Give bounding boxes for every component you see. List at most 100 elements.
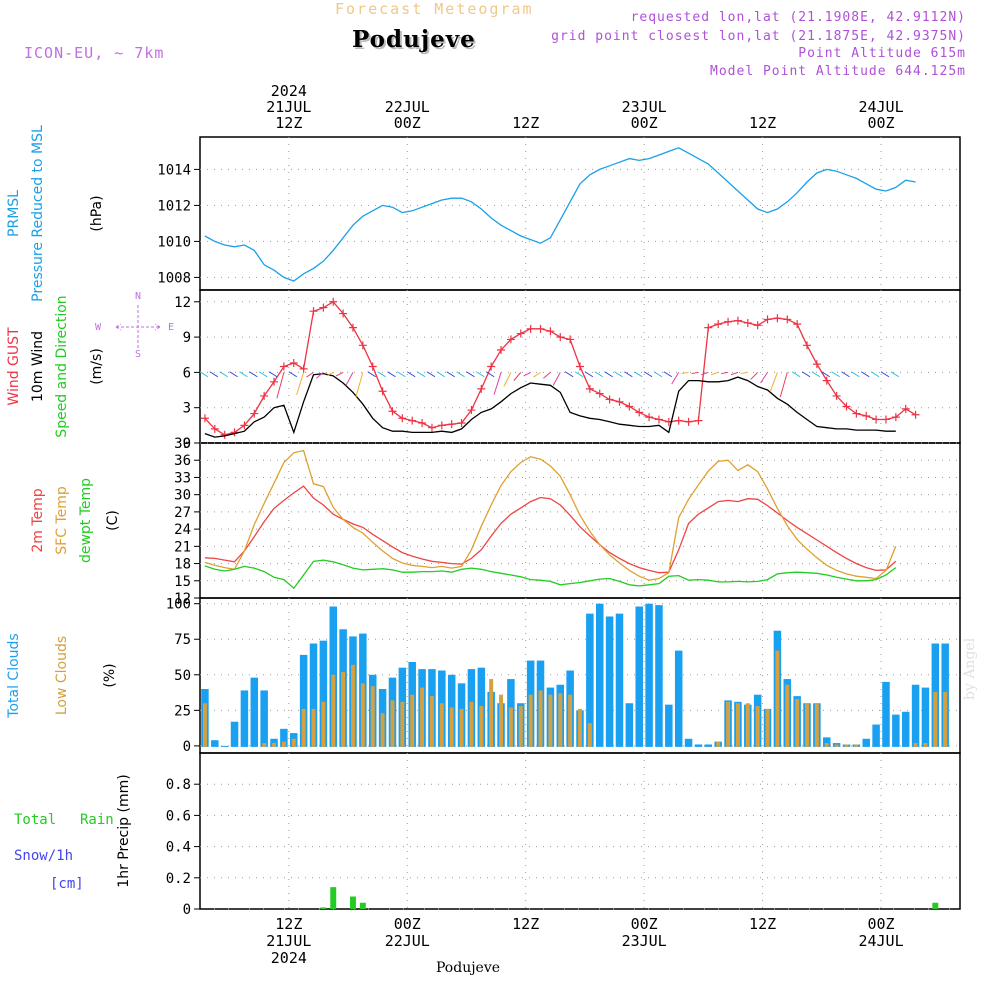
series-dewpt-temp xyxy=(204,559,897,590)
low-cloud-bar xyxy=(301,708,306,747)
legend-total: Total xyxy=(14,812,56,828)
chart-title: Forecast Meteogram xyxy=(335,0,534,18)
precipitation-ytick-label: 0.2 xyxy=(166,871,191,887)
temperature-ytick-label: 30 xyxy=(174,488,191,504)
gust-marker xyxy=(674,416,683,425)
low-cloud-bar xyxy=(360,683,365,747)
low-cloud-bar xyxy=(331,674,336,747)
wind-direction-arrow xyxy=(653,371,663,378)
wind-direction-arrow xyxy=(258,371,268,378)
gust-marker xyxy=(348,323,357,332)
wind-direction-arrow xyxy=(769,372,778,392)
total-cloud-bar xyxy=(684,738,693,747)
temperature-unit-label: (C) xyxy=(105,510,121,531)
total-cloud-bar xyxy=(872,724,880,747)
low-cloud-bar xyxy=(814,703,819,747)
wind-unit-label: (m/s) xyxy=(89,348,105,385)
low-cloud-bar xyxy=(548,694,553,747)
wind-ytick-label: 0 xyxy=(183,436,191,452)
wind-direction-arrow xyxy=(564,371,574,378)
series-10m-wind xyxy=(204,372,896,438)
gust-marker xyxy=(467,406,476,415)
low-cloud-bar xyxy=(518,706,523,747)
gust-marker xyxy=(260,391,269,400)
low-cloud-bar xyxy=(824,743,829,747)
legend-low-clouds: Low Clouds xyxy=(54,636,70,715)
wind-direction-arrow xyxy=(681,371,689,375)
clouds-ytick-label: 75 xyxy=(174,632,191,648)
low-cloud-bar xyxy=(508,707,513,747)
wind-direction-arrow xyxy=(268,371,278,378)
wind-direction-arrow xyxy=(701,371,709,376)
wind-direction-arrow xyxy=(624,371,633,378)
bottom-time-label: 22JUL xyxy=(385,932,430,950)
gust-marker xyxy=(437,421,446,430)
gust-marker xyxy=(240,421,249,430)
gust-marker xyxy=(783,315,792,324)
low-cloud-bar xyxy=(726,701,731,747)
gust-marker xyxy=(408,416,417,425)
wind-direction-arrow xyxy=(711,371,719,376)
legend-dewpt-temp: dewpt Temp xyxy=(78,478,94,563)
low-cloud-bar xyxy=(834,744,839,747)
temperature-ytick-label: 12 xyxy=(174,591,191,607)
total-cloud-bar xyxy=(299,654,308,747)
gust-marker xyxy=(822,376,831,385)
gust-marker xyxy=(358,341,367,350)
gust-marker xyxy=(684,417,693,426)
low-cloud-bar xyxy=(775,650,780,747)
wind-direction-arrow xyxy=(387,371,396,378)
low-cloud-bar xyxy=(439,703,444,747)
gust-marker xyxy=(763,315,772,324)
total-cloud-bar xyxy=(862,738,870,747)
precipitation-ytick-label: 0.8 xyxy=(166,777,191,793)
compass-w: W xyxy=(95,322,102,333)
total-cloud-bar xyxy=(704,744,713,747)
bottom-time-label: 23JUL xyxy=(622,932,667,950)
wind-direction-arrow xyxy=(643,371,653,378)
legend-pressure-reduced-to-msl: Pressure Reduced to MSL xyxy=(30,125,46,302)
temperature-ytick-label: 33 xyxy=(174,470,191,486)
precip-bar xyxy=(359,902,366,909)
low-cloud-bar xyxy=(489,679,494,747)
wind-direction-arrow xyxy=(503,372,512,387)
gust-marker xyxy=(694,416,703,425)
bottom-time-label: 00Z xyxy=(631,915,658,933)
total-cloud-bar xyxy=(260,690,268,747)
wind-direction-arrow xyxy=(552,372,561,386)
gust-marker xyxy=(576,362,584,371)
low-cloud-bar xyxy=(449,707,454,747)
total-cloud-bar xyxy=(635,606,643,747)
gust-marker xyxy=(704,323,713,332)
low-cloud-bar xyxy=(923,743,928,747)
top-time-label: 12Z xyxy=(749,114,776,132)
legend-wind-gust: Wind GUST xyxy=(6,327,22,406)
bottom-time-label: 2024 xyxy=(271,949,307,967)
low-cloud-bar xyxy=(499,694,504,747)
gust-marker xyxy=(329,297,338,306)
gust-marker xyxy=(891,413,900,422)
location-title: Podujeve xyxy=(352,26,476,53)
wind-direction-arrow xyxy=(406,371,416,378)
gust-marker xyxy=(497,346,506,355)
total-cloud-bar xyxy=(615,613,624,747)
wind-direction-arrow xyxy=(345,372,354,386)
gust-marker xyxy=(635,408,644,417)
total-cloud-bar xyxy=(270,738,278,747)
low-cloud-bar xyxy=(272,743,276,747)
wind-direction-arrow xyxy=(296,372,305,395)
top-time-label: 12Z xyxy=(275,114,302,132)
wind-direction-arrow xyxy=(821,371,831,378)
top-time-label: 00Z xyxy=(631,114,658,132)
low-cloud-bar xyxy=(765,708,770,747)
wind-direction-arrow xyxy=(288,371,298,378)
low-cloud-bar xyxy=(281,741,286,747)
bottom-time-label: 00Z xyxy=(867,915,894,933)
wind-direction-arrow xyxy=(720,371,729,375)
total-cloud-bar xyxy=(595,603,604,747)
wind-direction-arrow xyxy=(750,372,759,380)
wind-ytick-label: 9 xyxy=(183,330,191,346)
total-cloud-bar xyxy=(665,704,673,747)
precip-bar xyxy=(932,902,939,909)
